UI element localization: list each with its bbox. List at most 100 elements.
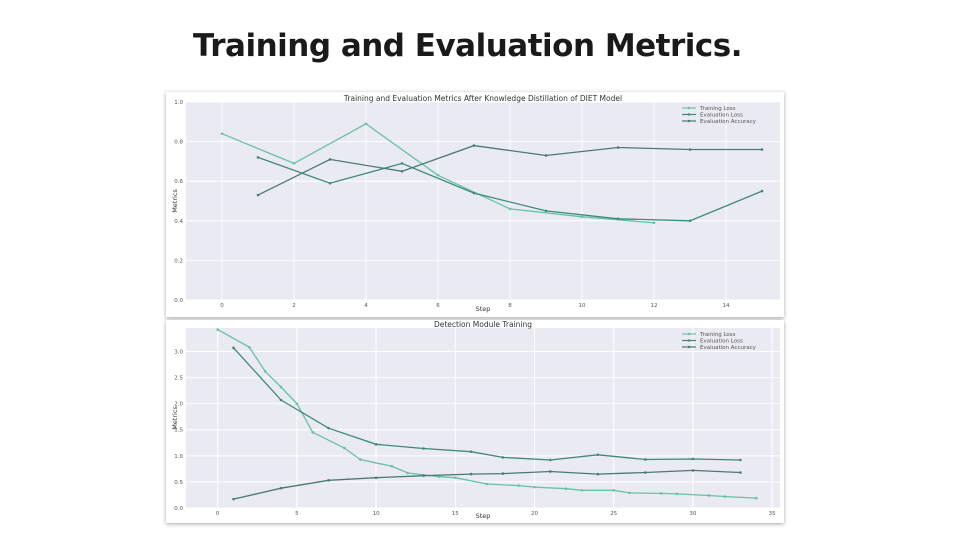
y-tick-label: 1.0 [174, 100, 183, 106]
legend-label: Training Loss [699, 332, 736, 338]
evaluation-accuracy-point [760, 148, 764, 151]
evaluation-accuracy-point [596, 472, 600, 476]
plot-area [186, 102, 780, 300]
x-tick-label: 30 [689, 511, 696, 517]
training-loss-point [517, 484, 520, 487]
evaluation-accuracy-point [327, 479, 330, 482]
training-loss-point [406, 471, 410, 475]
evaluation-accuracy-point [472, 144, 476, 147]
evaluation-loss-point [374, 443, 378, 446]
x-tick-label: 20 [531, 511, 538, 517]
y-tick-label: 0.0 [174, 298, 183, 304]
evaluation-accuracy-point [232, 497, 235, 501]
y-axis-label: Metrics [171, 189, 179, 213]
training-loss-point [723, 495, 726, 498]
evaluation-loss-point [400, 162, 404, 165]
x-tick-label: 5 [295, 511, 299, 517]
evaluation-loss-point [469, 450, 473, 453]
x-tick-label: 4 [364, 303, 368, 309]
training-loss-point [564, 487, 568, 490]
legend-marker [687, 345, 691, 349]
evaluation-loss-point [760, 189, 764, 193]
y-tick-label: 0.4 [174, 219, 183, 225]
evaluation-loss-line [233, 347, 741, 461]
legend-marker [687, 119, 691, 123]
training-loss-point [707, 494, 711, 497]
evaluation-loss-point [544, 209, 548, 213]
x-tick-label: 6 [436, 303, 440, 309]
evaluation-accuracy-point [422, 474, 425, 477]
evaluation-accuracy-point [544, 154, 548, 157]
y-tick-label: 1.5 [174, 428, 183, 434]
training-loss-point [311, 431, 315, 434]
y-tick-label: 0.2 [174, 258, 183, 264]
x-tick-label: 0 [216, 511, 220, 517]
evaluation-accuracy-point [279, 486, 283, 490]
x-tick-label: 25 [610, 511, 617, 517]
training-loss-point [295, 402, 299, 405]
evaluation-loss-point [688, 219, 692, 223]
training-loss-point [216, 328, 219, 331]
training-loss-point [580, 215, 584, 219]
evaluation-loss-point [232, 346, 235, 350]
training-loss-point [358, 458, 362, 461]
y-axis-label: Metrics [171, 406, 179, 430]
evaluation-loss-point [327, 426, 330, 430]
evaluation-loss-point [472, 191, 476, 195]
x-tick-label: 8 [508, 303, 512, 309]
evaluation-accuracy-point [688, 148, 692, 151]
y-tick-label: 0.5 [174, 480, 183, 486]
training-loss-point [436, 173, 440, 177]
evaluation-accuracy-point [256, 193, 260, 197]
evaluation-accuracy-point [616, 146, 620, 149]
training-loss-point [675, 492, 679, 496]
plot-area [186, 328, 780, 508]
chart-panel-top: 0.0 0.2 0.4 0.6 0.8 1.0 0 2 4 6 8 10 12 14 Training an… [166, 92, 784, 317]
x-tick-label: 14 [723, 303, 730, 309]
evaluation-accuracy-point [400, 170, 404, 173]
evaluation-accuracy-point [691, 469, 695, 472]
evaluation-loss-point [256, 156, 260, 159]
training-loss-point [364, 122, 368, 126]
legend-label: Training Loss [699, 106, 736, 112]
evaluation-loss-point [328, 181, 332, 185]
y-tick-label: 2.5 [174, 376, 183, 382]
x-tick-label: 12 [651, 303, 658, 309]
chart-panel-bottom: 0.0 0.5 1.0 1.5 2.0 2.5 3.0 0 5 10 15 20 25 30 35 Detec… [166, 320, 784, 523]
evaluation-accuracy-line [233, 469, 741, 500]
training-loss-line [217, 329, 757, 499]
x-tick-label: 0 [220, 303, 224, 309]
x-tick-label: 35 [769, 511, 776, 517]
evaluation-loss-point [691, 457, 695, 461]
legend-marker [687, 106, 691, 110]
training-loss-point [248, 346, 251, 349]
training-loss-point [390, 464, 394, 468]
evaluation-loss-point [644, 458, 647, 461]
evaluation-loss-point [549, 458, 552, 462]
x-tick-label: 10 [579, 303, 586, 309]
evaluation-accuracy-point [328, 158, 332, 161]
y-tick-label: 1.0 [174, 454, 183, 460]
training-loss-point [263, 370, 267, 373]
slide-title: Training and Evaluation Metrics. [193, 28, 743, 64]
legend-label: Evaluation Accuracy [700, 119, 757, 125]
training-loss-point [485, 482, 489, 486]
legend-marker [687, 332, 691, 336]
evaluation-accuracy-point [374, 476, 378, 480]
training-loss-point [754, 496, 758, 500]
y-tick-label: 3.0 [174, 349, 183, 355]
bottom-chart: 0.0 0.5 1.0 1.5 2.0 2.5 3.0 0 5 10 15 20 25 30 35 Detec… [171, 320, 780, 520]
chart-title: Detection Module Training [434, 320, 532, 329]
x-tick-label: 2 [292, 303, 296, 309]
training-loss-point [659, 492, 663, 495]
training-loss-point [453, 476, 457, 480]
top-chart: 0.0 0.2 0.4 0.6 0.8 1.0 0 2 4 6 8 10 12 14 Training an… [171, 94, 780, 313]
evaluation-loss-point [501, 456, 505, 459]
training-loss-point [343, 446, 346, 450]
evaluation-accuracy-point [739, 471, 742, 474]
y-tick-label: 0.0 [174, 506, 183, 512]
evaluation-accuracy-point [469, 472, 473, 476]
legend-label: Evaluation Accuracy [700, 345, 757, 351]
chart-title: Training and Evaluation Metrics After Kn… [343, 94, 622, 103]
training-loss-point [612, 488, 615, 492]
